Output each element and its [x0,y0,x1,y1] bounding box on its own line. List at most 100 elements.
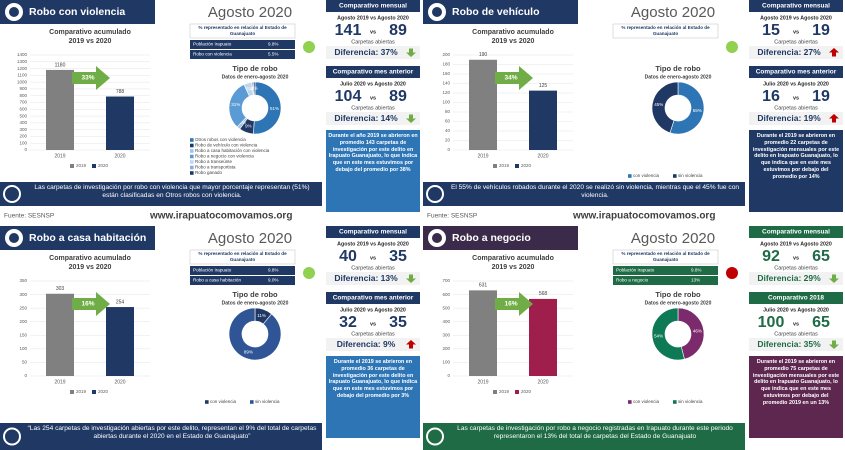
table-cell: 5.5% [268,52,278,57]
legend-swatch [190,149,194,153]
trend-arrow [829,114,839,123]
y-tick-label: 140 [442,81,450,86]
table-header-bg [189,23,296,39]
trend-arrow [406,274,416,283]
difference: Diferencia: 29% [757,273,821,283]
table-cell: Población Irapuato [193,268,232,273]
note: Durante el 2019 se abrieron en promedio … [752,359,840,406]
legend-swatch [493,390,497,394]
y-tick-label: 180 [442,62,450,67]
summary-box: Las carpetas de investigación por robo a… [457,425,733,440]
compare-header [749,66,843,78]
difference-band [326,338,420,351]
compare-title: Comparativo mensual [762,229,830,236]
change-label: 33% [81,75,94,82]
y-tick-label: 300 [19,292,27,297]
y-tick-label: 600 [19,106,27,111]
bar [469,290,497,376]
summary-box: “Las 254 carpetas de investigación abier… [28,425,317,440]
compare-number: 65 [812,248,830,265]
compare-vs: vs [793,255,799,261]
legend-swatch [515,164,519,168]
legend-label: 2019 [76,389,87,394]
x-tick-label: 2020 [537,153,548,159]
table-cell: 9.8% [268,42,278,47]
bar-subtitle: 2019 vs 2020 [492,38,535,45]
difference-band [326,46,420,59]
compare-number: 15 [762,22,780,39]
table-header-bg [189,249,296,265]
header-band [423,226,578,250]
pie-legend-label: con violencia [633,173,660,178]
compare-vs: vs [370,95,376,101]
compare-number: 40 [339,248,357,265]
pie-value-label: 9% [245,124,252,129]
pie-legend-label: Robo de vehículo con violencia [195,143,258,148]
pie-value-label: 1% [250,86,257,91]
compare-title: Comparativo mes anterior [333,69,414,76]
compare-subtitle: Agosto 2019 vs Agosto 2020 [760,15,832,21]
pie-legend-label: Robo a transportista [195,165,236,170]
legend-label: 2020 [98,389,109,394]
y-tick-label: 100 [442,360,450,365]
summary: Las carpetas de investigación por robo c… [34,184,310,200]
pie-value-label: 45% [654,102,663,107]
source: Fuente: SESNSP [4,213,54,220]
difference: Diferencia: 19% [757,113,821,123]
header-band [423,0,578,24]
compare-number: 141 [335,22,362,39]
logo [3,185,21,203]
y-tick-label: 1100 [17,73,27,78]
bar-subtitle: 2019 vs 2020 [492,264,535,271]
change-arrow [72,66,110,90]
y-tick-label: 200 [19,319,27,324]
compare-number: 89 [389,22,407,39]
pie-legend-label: con violencia [210,399,237,404]
compare-caption: Carpetas abiertas [351,39,395,45]
bar-subtitle: 2019 vs 2020 [69,38,112,45]
legend-swatch [190,154,194,159]
compare-caption: Carpetas abiertas [774,265,818,271]
pie-value-label: 51% [270,106,279,111]
compare-number: 89 [389,88,407,105]
legend-swatch [190,138,194,142]
panel: Robo a casa habitación Agosto 2020 Compara… [0,226,422,450]
table-cell: Robo a negocio [616,278,649,283]
change-label: 34% [504,75,517,82]
legend-label: 2020 [98,163,109,168]
legend-swatch [673,400,677,404]
trend-arrow [406,48,416,57]
table-cell: 9.8% [691,268,701,273]
compare-number: 32 [339,314,357,331]
difference-band [749,46,843,59]
legend-swatch [493,164,497,168]
compare-vs: vs [370,255,376,261]
x-tick-label: 2020 [537,379,548,385]
bar [46,69,74,150]
compare-caption: Carpetas abiertas [351,105,395,111]
y-tick-label: 700 [19,100,27,105]
bar-value-label: 125 [539,83,548,89]
difference: Diferencia: 13% [334,273,398,283]
trend-arrow [829,340,839,349]
compare-number: 19 [812,22,830,39]
y-tick-label: 250 [19,305,27,310]
y-tick-label: 1400 [17,52,28,57]
table-header-bg [612,23,719,39]
legend-swatch [190,160,194,164]
pie-subtitle: Datos de enero-agosto 2020 [222,74,289,80]
bar [106,96,134,150]
compare-caption: Carpetas abiertas [774,105,818,111]
pie-legend-label: con violencia [633,399,660,404]
compare-subtitle: Agosto 2019 vs Agosto 2020 [337,15,409,21]
table-row [190,40,295,49]
logo [3,427,21,446]
pie-title: Tipo de robo [655,64,701,73]
difference: Diferencia: 27% [757,47,821,57]
website: www.irapuatocomovamos.org [572,211,715,222]
compare-vs: vs [793,95,799,101]
compare-title: Comparativo mensual [339,229,407,236]
legend-swatch [628,400,632,404]
summary-band [423,182,745,206]
compare-number: 100 [758,314,785,331]
